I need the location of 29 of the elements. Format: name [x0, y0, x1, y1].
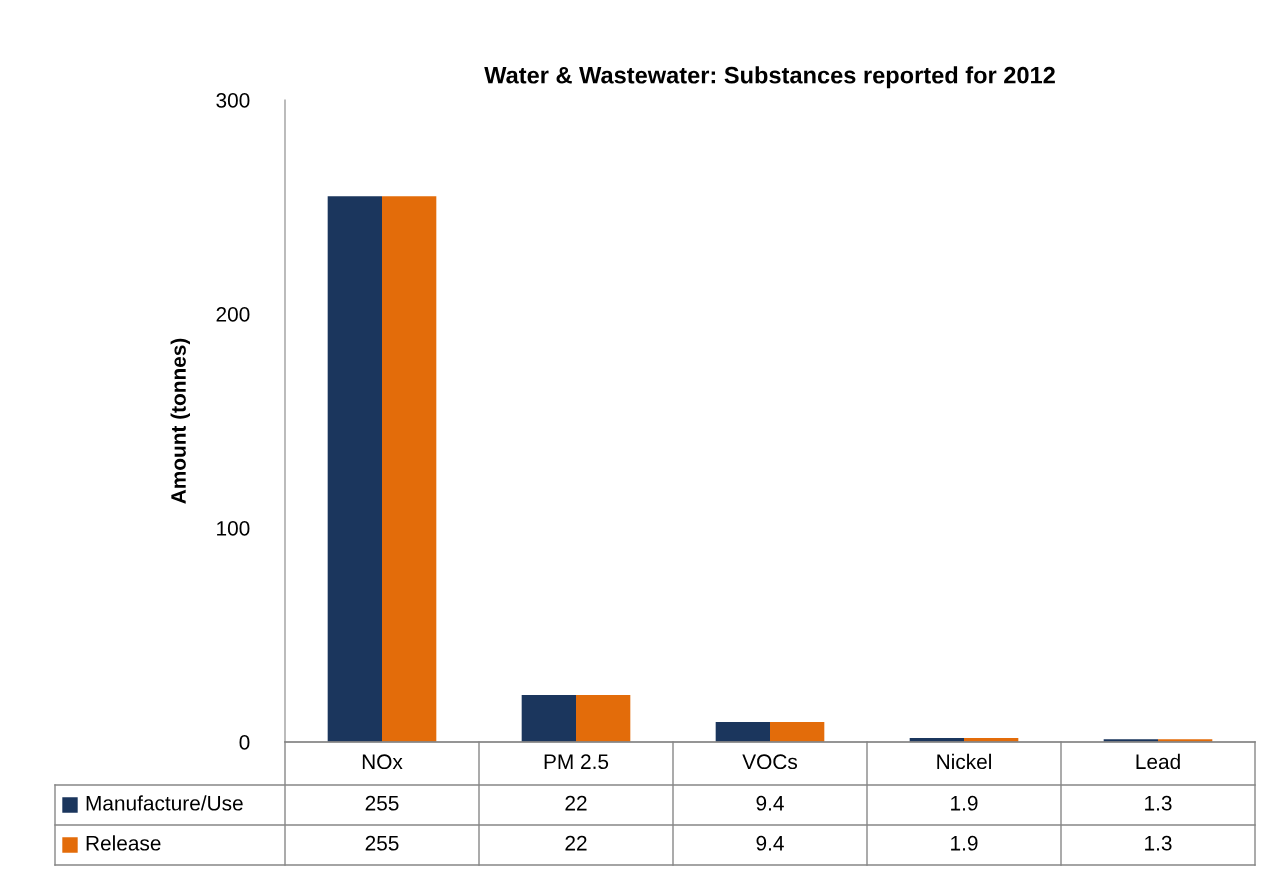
bar — [576, 694, 631, 742]
y-tick-label: 200 — [216, 307, 250, 322]
data-label: 22 — [565, 835, 587, 851]
data-label: 1.3 — [1145, 835, 1172, 851]
data-label: 22 — [565, 795, 587, 811]
bar — [327, 196, 382, 742]
data-label: 9.4 — [756, 835, 784, 851]
bar — [382, 196, 437, 742]
data-label: 1.9 — [951, 795, 978, 811]
x-tick-label: Lead — [1136, 753, 1180, 770]
data-label: 255 — [365, 795, 399, 811]
bar — [715, 721, 770, 742]
bar — [770, 721, 825, 742]
y-tick-label: 300 — [216, 93, 250, 108]
y-tick-label: 0 — [239, 735, 250, 750]
y-axis-title: Amount (tonnes) — [170, 338, 190, 504]
data-label: 1.3 — [1145, 795, 1172, 811]
data-label: 9.4 — [756, 795, 784, 811]
data-label: 1.9 — [951, 835, 978, 851]
data-label: 255 — [365, 835, 399, 851]
x-tick-label: NOx — [362, 754, 403, 770]
x-tick-label: Nickel — [937, 753, 991, 770]
legend-label: Manufacture/Use — [86, 795, 243, 811]
y-tick-label: 100 — [217, 521, 250, 536]
x-tick-label: VOCs — [742, 754, 798, 770]
legend-label: Release — [86, 835, 161, 851]
chart-title: Water & Wastewater: Substances reported for 2012 — [484, 66, 1055, 89]
bar — [521, 694, 576, 742]
x-tick-label: PM 2.5 — [544, 754, 609, 770]
